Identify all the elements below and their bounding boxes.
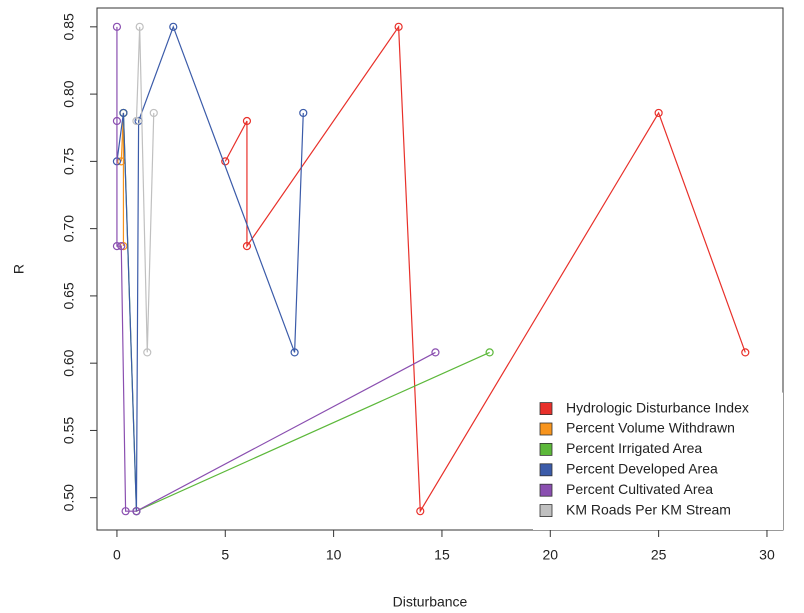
series-line <box>135 26 155 353</box>
legend-label: Percent Developed Area <box>566 461 718 477</box>
series-line <box>116 25 304 512</box>
data-point <box>394 22 403 31</box>
y-tick-label: 0.65 <box>61 282 77 309</box>
data-point <box>654 108 663 118</box>
legend-swatch <box>539 402 553 416</box>
data-point <box>741 348 750 357</box>
data-point <box>431 348 440 357</box>
legend-label: Percent Cultivated Area <box>566 481 713 497</box>
data-point <box>169 22 178 31</box>
plot-frame <box>96 7 784 531</box>
x-axis-label: Disturbance <box>393 594 468 610</box>
x-tick-label: 15 <box>434 547 450 563</box>
x-tick-label: 10 <box>326 547 342 563</box>
data-point <box>112 22 122 31</box>
y-tick-label: 0.75 <box>61 148 77 175</box>
data-point <box>117 242 126 251</box>
data-point <box>135 22 144 31</box>
legend-box <box>533 392 783 530</box>
x-tick-label: 20 <box>542 547 558 563</box>
data-point <box>242 116 252 126</box>
x-tick-label: 30 <box>759 547 775 563</box>
data-point <box>112 242 122 251</box>
legend-label: Percent Irrigated Area <box>566 440 702 456</box>
legend-label: Hydrologic Disturbance Index <box>566 399 749 415</box>
series-line <box>116 26 436 512</box>
y-tick-label: 0.70 <box>61 215 77 242</box>
y-tick-label: 0.80 <box>61 80 77 107</box>
data-point <box>132 116 141 126</box>
x-tick-label: 5 <box>221 547 229 563</box>
series-line <box>122 112 490 513</box>
data-point <box>242 242 252 251</box>
legend-label: Percent Volume Withdrawn <box>566 420 735 436</box>
data-point <box>485 348 494 357</box>
y-tick-label: 0.55 <box>61 417 77 444</box>
data-point <box>112 116 122 126</box>
series-line <box>224 25 746 514</box>
y-axis-label: R <box>11 264 27 274</box>
data-point <box>132 507 141 516</box>
legend-swatch <box>539 442 553 456</box>
data-point <box>299 108 308 118</box>
y-tick-label: 0.60 <box>61 349 77 376</box>
series-line <box>120 112 125 247</box>
data-point <box>149 108 158 118</box>
y-tick-label: 0.85 <box>61 13 77 40</box>
legend-swatch <box>539 504 553 518</box>
y-tick-label: 0.50 <box>61 484 77 511</box>
data-point <box>290 348 299 357</box>
legend-swatch <box>539 463 553 477</box>
data-point <box>143 348 152 357</box>
data-point <box>119 108 128 118</box>
x-tick-label: 0 <box>113 547 121 563</box>
legend-label: KM Roads Per KM Stream <box>566 501 731 517</box>
legend-swatch <box>539 483 553 497</box>
x-tick-label: 25 <box>651 547 667 563</box>
data-point <box>121 507 130 516</box>
data-point <box>416 507 425 516</box>
legend-swatch <box>539 422 553 436</box>
